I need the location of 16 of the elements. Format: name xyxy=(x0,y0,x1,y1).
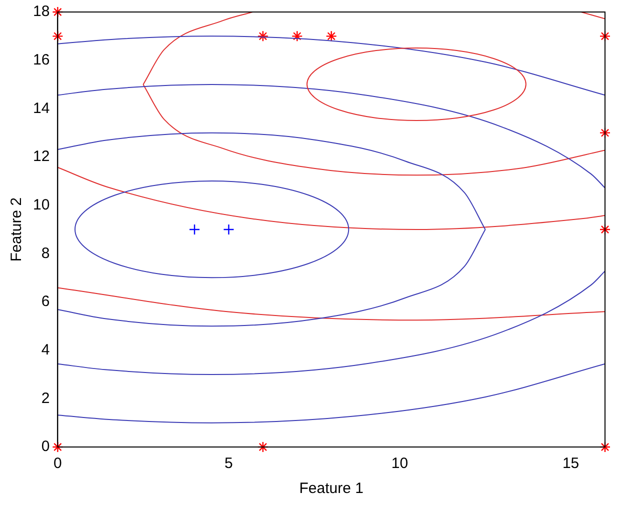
y-tick-label: 16 xyxy=(32,51,50,68)
y-tick-label: 12 xyxy=(32,148,50,166)
y-tick-label: 14 xyxy=(32,100,50,117)
y-tick-label: 2 xyxy=(41,390,50,407)
y-tick-label: 10 xyxy=(32,196,50,214)
x-tick-label: 0 xyxy=(54,455,62,472)
y-tick-label: 18 xyxy=(32,3,50,20)
x-tick-label: 5 xyxy=(224,455,233,472)
y-tick-label: 8 xyxy=(41,244,50,262)
x-tick-label: 15 xyxy=(562,455,580,472)
y-axis-title: Feature 2 xyxy=(8,197,26,262)
y-tick-label: 0 xyxy=(41,438,50,456)
x-tick-label: 10 xyxy=(391,455,408,472)
y-tick-label: 6 xyxy=(41,293,50,310)
x-axis-title: Feature 1 xyxy=(299,480,364,498)
y-tick-label: 4 xyxy=(41,341,50,358)
